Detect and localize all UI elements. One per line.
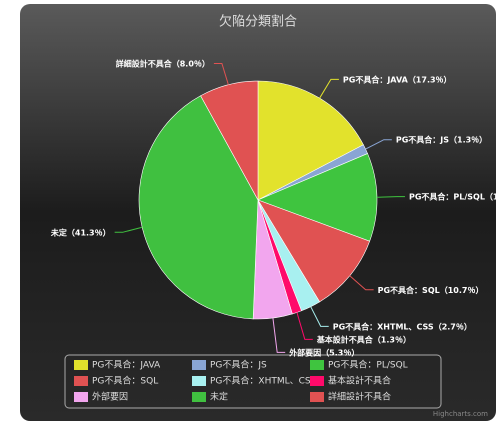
chart-title: 欠陥分類割合 xyxy=(219,14,297,30)
data-label-name: 外部要因 xyxy=(289,347,321,357)
leader-line xyxy=(272,317,286,353)
data-label-name: 未定 xyxy=(50,227,67,237)
data-label-name: PG不具合：XHTML、CSS xyxy=(333,321,434,331)
legend-label: 詳細設計不具合 xyxy=(328,391,391,403)
data-label-name: PG不具合：SQL xyxy=(378,284,440,294)
data-label-name: 詳細設計不具合 xyxy=(116,58,173,68)
legend-swatch xyxy=(310,392,324,402)
legend-swatch xyxy=(310,360,324,370)
data-label: 外部要因（5.3％） xyxy=(289,347,359,357)
pie-slice xyxy=(200,80,259,201)
leader-line xyxy=(376,196,405,198)
pie-slice xyxy=(138,95,259,320)
leader-line xyxy=(365,139,392,150)
leader-line xyxy=(114,226,143,233)
leader-line xyxy=(310,306,329,327)
legend-swatch xyxy=(192,392,206,402)
legend-swatch xyxy=(74,392,88,402)
legend-label: 基本設計不具合 xyxy=(328,375,391,387)
pie-slice xyxy=(257,199,371,303)
legend-box xyxy=(64,354,442,409)
data-label-value: （17.3％） xyxy=(408,74,452,84)
legend-label: 未定 xyxy=(210,391,228,403)
legend-label: PG不具合：XHTML、CSS xyxy=(210,375,317,387)
legend-swatch xyxy=(310,376,324,386)
leader-line xyxy=(213,62,229,85)
data-label: 未定（41.3％） xyxy=(50,227,111,237)
legend-swatch xyxy=(74,376,88,386)
data-label-value: （1.3％） xyxy=(449,134,487,144)
data-label-name: PG不具合：JAVA xyxy=(343,74,409,84)
data-label-value: （1.3％） xyxy=(373,334,411,344)
legend-label: PG不具合：PL/SQL xyxy=(328,359,408,371)
data-label-value: （8.0％） xyxy=(172,58,210,68)
data-label: 詳細設計不具合（8.0％） xyxy=(116,58,210,68)
legend-swatch xyxy=(192,376,206,386)
data-label: PG不具合：JS（1.3％） xyxy=(396,134,487,144)
data-label: PG不具合：XHTML、CSS（2.7％） xyxy=(333,321,472,331)
leader-line xyxy=(319,78,339,99)
leader-line xyxy=(349,275,374,291)
legend-label: PG不具合：SQL xyxy=(92,375,158,387)
legend-label: PG不具合：JAVA xyxy=(92,359,161,371)
data-label-value: （2.7％） xyxy=(434,321,472,331)
credits: Highcharts.com xyxy=(433,410,488,418)
data-label: 基本設計不具合（1.3％） xyxy=(316,334,411,344)
data-label-value: （5.3％） xyxy=(321,347,359,357)
data-label: PG不具合：JAVA（17.3％） xyxy=(343,74,452,84)
leader-line xyxy=(296,312,313,340)
data-label-value: （12.0％） xyxy=(485,191,499,201)
legend-label: 外部要因 xyxy=(92,391,128,403)
pie-slice xyxy=(257,80,364,201)
legend-swatch xyxy=(192,360,206,370)
data-label-value: （10.7％） xyxy=(440,284,484,294)
data-label-name: PG不具合：PL/SQL xyxy=(409,191,485,201)
legend-swatch xyxy=(74,360,88,370)
pie-slice xyxy=(257,153,378,242)
data-label-name: PG不具合：JS xyxy=(396,134,449,144)
data-label: PG不具合：PL/SQL（12.0％） xyxy=(409,191,499,201)
data-label: PG不具合：SQL（10.7％） xyxy=(378,284,484,294)
data-label-name: 基本設計不具合 xyxy=(316,334,374,344)
legend-label: PG不具合：JS xyxy=(210,359,267,371)
data-label-value: （41.3％） xyxy=(67,227,111,237)
